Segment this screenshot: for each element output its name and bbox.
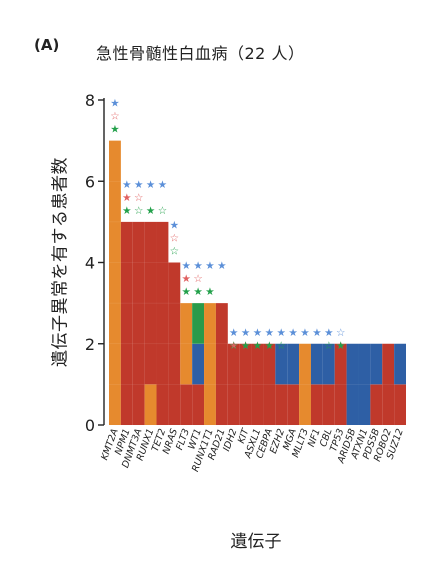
- bar-segment-flt3-0: [180, 384, 193, 426]
- star-marker: ★: [241, 327, 250, 339]
- panel-label: (A): [34, 36, 60, 54]
- chart-title: 急性骨髄性白血病（22 人）: [96, 44, 305, 63]
- bar-segment-mllt3-0: [299, 343, 311, 425]
- star-marker: ☆: [336, 340, 345, 352]
- bar-segment-robo2-0: [382, 343, 395, 425]
- star-marker: ★: [265, 327, 274, 339]
- y-tick-label: 8: [85, 91, 95, 110]
- bar-segment-cbl-0: [322, 384, 335, 426]
- bar-segment-rad21-0: [215, 303, 228, 426]
- star-marker: ☆: [277, 340, 286, 352]
- star-marker: ★: [182, 273, 191, 285]
- star-marker: ★: [217, 260, 226, 272]
- bar-segment-asxl1-0: [251, 343, 264, 425]
- star-marker: ★: [205, 286, 214, 298]
- bar-segment-runx1t1-0: [204, 303, 216, 426]
- y-tick-label: 2: [85, 335, 95, 354]
- star-marker: ☆: [170, 233, 179, 245]
- bar-segment-runx1-0: [144, 384, 157, 426]
- star-marker: ★: [170, 220, 179, 232]
- star-marker: ★: [277, 327, 286, 339]
- bar-segment-atxn1-0: [358, 343, 371, 425]
- star-marker: ★: [336, 340, 345, 352]
- bar-segment-tp53-0: [334, 343, 347, 425]
- star-marker: ☆: [110, 111, 119, 123]
- star-marker: ★: [193, 260, 202, 272]
- star-marker: ☆: [134, 205, 143, 217]
- bar-segment-mga-0: [287, 384, 300, 426]
- star-marker: ★: [122, 179, 131, 191]
- gene-label-kit: KIT: [236, 426, 252, 445]
- star-marker: ★: [324, 327, 333, 339]
- bar-segment-pds5b-0: [370, 384, 383, 426]
- star-marker: ★: [229, 340, 238, 352]
- star-marker: ☆: [229, 340, 238, 352]
- x-axis-label: 遺伝子: [230, 532, 282, 552]
- star-marker: ★: [182, 260, 191, 272]
- bar-segment-cebpa-0: [263, 343, 276, 425]
- star-marker: ☆: [170, 246, 179, 258]
- star-marker: ☆: [324, 340, 333, 352]
- star-marker: ★: [146, 179, 155, 191]
- bar-segment-tet2-0: [156, 221, 169, 426]
- star-marker: ★: [110, 98, 119, 110]
- bar-segment-idh2-0: [227, 343, 240, 425]
- bar-segment-cbl-1: [322, 343, 335, 385]
- star-marker: ★: [182, 286, 191, 298]
- bar-segment-kit-0: [239, 343, 252, 425]
- star-marker: ☆: [336, 327, 345, 339]
- star-marker: ☆: [158, 205, 167, 217]
- bar-segment-mga-1: [287, 343, 300, 385]
- bar-segment-pds5b-1: [370, 343, 383, 385]
- star-marker: ☆: [241, 340, 250, 352]
- star-marker: ★: [253, 340, 262, 352]
- y-tick-label: 6: [85, 172, 95, 191]
- bar-segment-runx1-1: [144, 221, 157, 385]
- bar-segment-nras-0: [168, 262, 181, 425]
- bar-segment-ezh2-0: [275, 384, 288, 426]
- star-marker: ★: [229, 327, 238, 339]
- bar-segment-suz12-0: [394, 384, 406, 426]
- star-marker: ☆: [134, 192, 143, 204]
- star-marker: ★: [110, 124, 119, 136]
- star-marker: ★: [241, 340, 250, 352]
- y-tick-label: 0: [85, 416, 95, 435]
- star-marker: ★: [158, 179, 167, 191]
- bar-segment-kmt2a-0: [109, 140, 121, 426]
- bar-segment-npm1-0: [120, 221, 133, 426]
- star-marker: ★: [205, 260, 214, 272]
- bar-segment-nf1-1: [310, 343, 323, 385]
- bar-segment-dnmt3a-0: [132, 221, 145, 426]
- bar-segment-ezh2-1: [275, 343, 288, 385]
- star-marker: ★: [253, 327, 262, 339]
- star-marker: ★: [193, 286, 202, 298]
- bar-segment-suz12-1: [394, 343, 406, 385]
- y-tick-label: 4: [85, 254, 95, 273]
- bar-segment-flt3-1: [180, 303, 193, 385]
- star-marker: ★: [146, 205, 155, 217]
- star-marker: ☆: [193, 273, 202, 285]
- star-marker: ★: [300, 327, 309, 339]
- bar-segment-wt1-1: [192, 343, 205, 385]
- star-marker: ★: [288, 327, 297, 339]
- star-marker: ★: [312, 327, 321, 339]
- star-marker: ★: [122, 205, 131, 217]
- bar-segment-wt1-2: [192, 303, 205, 344]
- bar-segment-nf1-0: [310, 384, 323, 426]
- bar-segment-arid5b-0: [346, 343, 359, 425]
- star-marker: ★: [122, 192, 131, 204]
- star-marker: ★: [134, 179, 143, 191]
- star-marker: ★: [265, 340, 274, 352]
- bar-segment-wt1-0: [192, 384, 205, 426]
